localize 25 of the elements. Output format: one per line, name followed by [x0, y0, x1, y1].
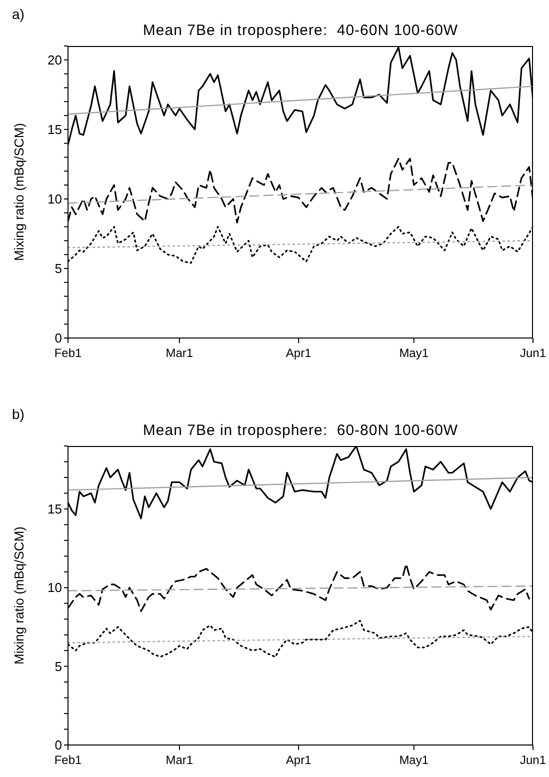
- y-tick-label: 15: [48, 122, 62, 137]
- x-tick-label: Jun1: [520, 753, 546, 767]
- x-tick-label: Jun1: [520, 346, 546, 360]
- y-tick-label: 20: [48, 52, 62, 68]
- x-tick-label: Mar1: [166, 346, 194, 360]
- x-tick-label: Feb1: [54, 346, 82, 360]
- x-tick-label: Feb1: [54, 753, 82, 767]
- y-tick-label: 0: [54, 330, 62, 346]
- x-tick-label: Apr1: [286, 346, 312, 360]
- y-tick-label: 5: [54, 260, 62, 276]
- chart-title: Mean 7Be in troposphere: 40-60N 100-60W: [142, 22, 460, 39]
- y-tick-label: 10: [48, 580, 62, 596]
- y-tick-label: 15: [48, 501, 62, 516]
- y-tick-label: 0: [54, 738, 62, 752]
- chart-title: Mean 7Be in troposphere: 60-80N 100-60W: [142, 422, 460, 439]
- y-axis-title: Mixing ratio (mBq/SCM): [12, 123, 27, 261]
- y-tick-label: 5: [54, 658, 62, 674]
- text: b): [12, 406, 24, 422]
- text: a): [12, 6, 24, 22]
- y-tick-label: 10: [48, 191, 62, 206]
- x-tick-label: May1: [399, 753, 429, 767]
- x-tick-label: Mar1: [166, 753, 194, 767]
- x-tick-label: May1: [399, 346, 429, 360]
- x-tick-label: Apr1: [286, 753, 312, 767]
- y-axis-title: Mixing ratio (mBq/SCM): [12, 526, 27, 664]
